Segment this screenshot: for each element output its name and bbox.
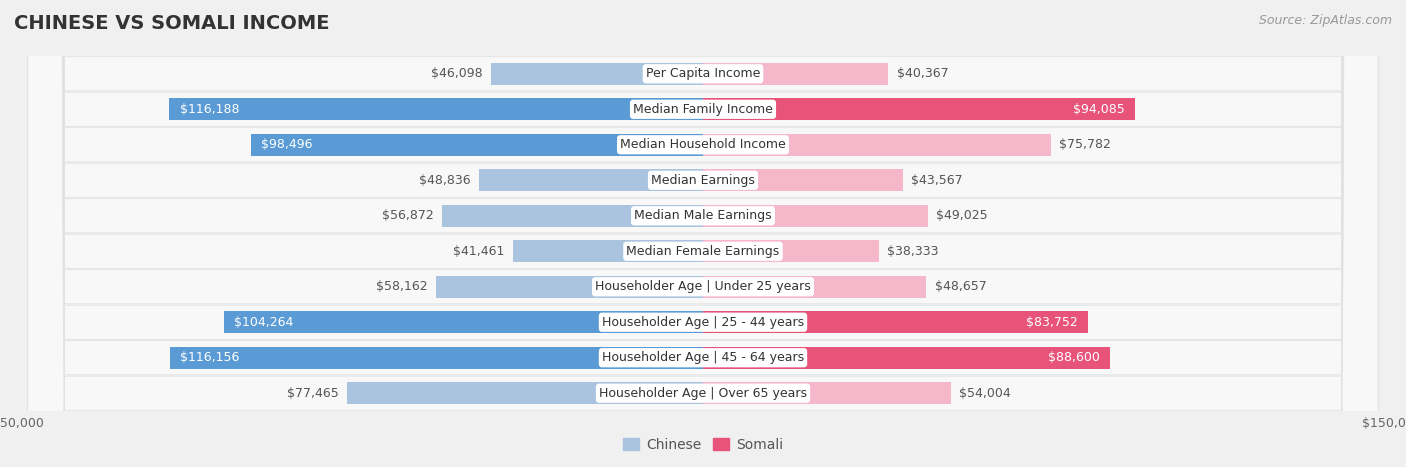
FancyBboxPatch shape xyxy=(28,0,1378,467)
Text: $43,567: $43,567 xyxy=(911,174,963,187)
Bar xyxy=(491,63,703,85)
FancyBboxPatch shape xyxy=(28,0,1378,467)
Bar xyxy=(250,134,703,156)
FancyBboxPatch shape xyxy=(28,0,1378,467)
Text: Median Family Income: Median Family Income xyxy=(633,103,773,116)
Bar xyxy=(347,382,703,404)
Text: Householder Age | Under 25 years: Householder Age | Under 25 years xyxy=(595,280,811,293)
Bar xyxy=(703,169,903,191)
Text: Householder Age | Over 65 years: Householder Age | Over 65 years xyxy=(599,387,807,400)
Text: $49,025: $49,025 xyxy=(936,209,988,222)
Text: $116,188: $116,188 xyxy=(180,103,239,116)
Text: $48,836: $48,836 xyxy=(419,174,471,187)
Text: $83,752: $83,752 xyxy=(1025,316,1077,329)
Bar xyxy=(703,311,1088,333)
Text: Median Female Earnings: Median Female Earnings xyxy=(627,245,779,258)
Text: Median Earnings: Median Earnings xyxy=(651,174,755,187)
Text: Per Capita Income: Per Capita Income xyxy=(645,67,761,80)
Bar xyxy=(513,240,703,262)
Text: $88,600: $88,600 xyxy=(1047,351,1099,364)
Text: Source: ZipAtlas.com: Source: ZipAtlas.com xyxy=(1258,14,1392,27)
FancyBboxPatch shape xyxy=(28,0,1378,467)
Bar xyxy=(703,134,1052,156)
Bar xyxy=(703,98,1135,120)
Text: $40,367: $40,367 xyxy=(897,67,948,80)
FancyBboxPatch shape xyxy=(28,0,1378,467)
Bar xyxy=(441,205,703,227)
Text: $56,872: $56,872 xyxy=(382,209,433,222)
FancyBboxPatch shape xyxy=(28,0,1378,467)
Text: $48,657: $48,657 xyxy=(935,280,987,293)
Text: Householder Age | 25 - 44 years: Householder Age | 25 - 44 years xyxy=(602,316,804,329)
Text: $46,098: $46,098 xyxy=(432,67,484,80)
Bar xyxy=(436,276,703,298)
Bar xyxy=(169,98,703,120)
Text: $41,461: $41,461 xyxy=(453,245,505,258)
Bar xyxy=(170,347,703,369)
FancyBboxPatch shape xyxy=(28,0,1378,467)
Text: Median Male Earnings: Median Male Earnings xyxy=(634,209,772,222)
FancyBboxPatch shape xyxy=(28,0,1378,467)
Text: $104,264: $104,264 xyxy=(235,316,294,329)
Bar xyxy=(224,311,703,333)
Bar xyxy=(478,169,703,191)
Text: Median Household Income: Median Household Income xyxy=(620,138,786,151)
Text: $75,782: $75,782 xyxy=(1059,138,1111,151)
Text: $94,085: $94,085 xyxy=(1073,103,1125,116)
Bar xyxy=(703,205,928,227)
FancyBboxPatch shape xyxy=(28,0,1378,467)
Text: $54,004: $54,004 xyxy=(959,387,1011,400)
Text: $98,496: $98,496 xyxy=(262,138,312,151)
Bar xyxy=(703,347,1109,369)
Text: $116,156: $116,156 xyxy=(180,351,239,364)
Bar xyxy=(703,382,950,404)
Text: $77,465: $77,465 xyxy=(287,387,339,400)
Bar xyxy=(703,63,889,85)
FancyBboxPatch shape xyxy=(28,0,1378,467)
Bar xyxy=(703,276,927,298)
Text: Householder Age | 45 - 64 years: Householder Age | 45 - 64 years xyxy=(602,351,804,364)
Legend: Chinese, Somali: Chinese, Somali xyxy=(617,432,789,457)
Text: $38,333: $38,333 xyxy=(887,245,939,258)
Text: CHINESE VS SOMALI INCOME: CHINESE VS SOMALI INCOME xyxy=(14,14,329,33)
Bar xyxy=(703,240,879,262)
Text: $58,162: $58,162 xyxy=(375,280,427,293)
